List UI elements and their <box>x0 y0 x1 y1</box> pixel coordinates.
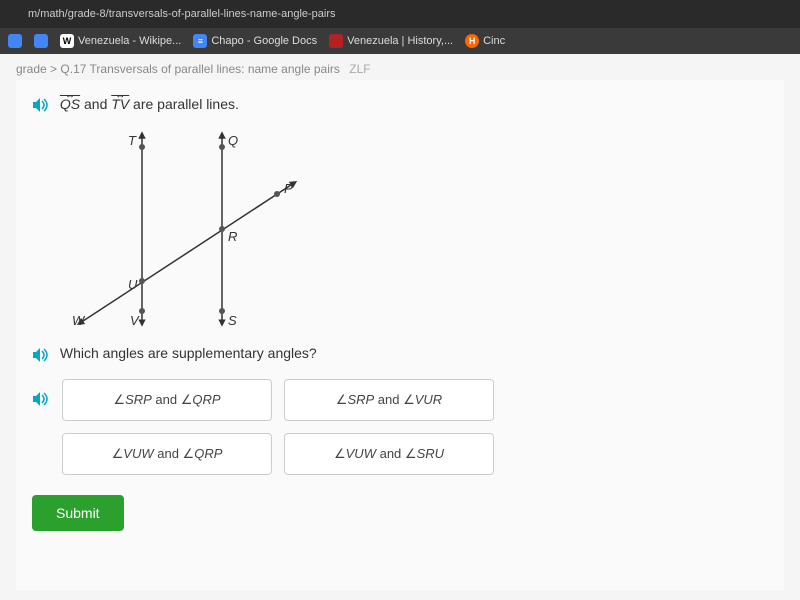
breadcrumb-skill: Q.17 Transversals of parallel lines: nam… <box>60 62 339 76</box>
browser-chrome: m/math/grade-8/transversals-of-parallel-… <box>0 0 800 28</box>
speaker-icon[interactable] <box>32 347 50 363</box>
point-label-t: T <box>128 133 136 148</box>
question-text: Which angles are supplementary angles? <box>32 345 768 362</box>
geometry-diagram: T Q P R U V S W <box>72 129 312 329</box>
diagram-svg <box>72 129 312 329</box>
bookmark-icon: ≡ <box>193 34 207 48</box>
speaker-icon[interactable] <box>32 97 50 113</box>
answer-option-3[interactable]: ∠VUW and ∠QRP <box>62 433 272 475</box>
bookmark-icon <box>329 34 343 48</box>
bookmarks-bar: W Venezuela - Wikipe... ≡ Chapo - Google… <box>0 28 800 54</box>
point-label-r: R <box>228 229 237 244</box>
question-label: Which angles are supplementary angles? <box>60 345 317 361</box>
point-label-u: U <box>128 277 137 292</box>
bookmark-item[interactable]: W Venezuela - Wikipe... <box>60 34 181 48</box>
point-label-p: P <box>284 181 293 196</box>
answer-option-4[interactable]: ∠VUW and ∠SRU <box>284 433 494 475</box>
point-label-q: Q <box>228 133 238 148</box>
answer-option-2[interactable]: ∠SRP and ∠VUR <box>284 379 494 421</box>
problem-statement: ↔QS and ↔TV are parallel lines. <box>32 96 768 113</box>
bookmark-item[interactable]: ≡ Chapo - Google Docs <box>193 34 317 48</box>
bookmark-icon <box>8 34 22 48</box>
submit-button[interactable]: Submit <box>32 495 124 531</box>
bookmark-item[interactable]: H Cinc <box>465 34 505 48</box>
answer-option-1[interactable]: ∠SRP and ∠QRP <box>62 379 272 421</box>
bookmark-icon: H <box>465 34 479 48</box>
bookmark-icon: W <box>60 34 74 48</box>
stmt-mid: and <box>84 96 111 112</box>
content-area: grade > Q.17 Transversals of parallel li… <box>0 54 800 600</box>
point-label-w: W <box>72 313 84 328</box>
problem-area: ↔QS and ↔TV are parallel lines. <box>16 80 784 590</box>
stmt-suffix: are parallel lines. <box>133 96 239 112</box>
bookmark-label: Chapo - Google Docs <box>211 35 317 47</box>
url-bar: m/math/grade-8/transversals-of-parallel-… <box>28 8 336 20</box>
point-label-v: V <box>130 313 139 328</box>
user-initials: ZLF <box>349 62 370 76</box>
breadcrumb-sep: > <box>50 62 57 76</box>
bookmark-label: Venezuela - Wikipe... <box>78 35 181 47</box>
point-label-s: S <box>228 313 237 328</box>
breadcrumb: grade > Q.17 Transversals of parallel li… <box>16 62 784 76</box>
speaker-icon[interactable] <box>32 391 50 407</box>
bookmark-item[interactable] <box>8 34 22 48</box>
bookmark-item[interactable] <box>34 34 48 48</box>
bookmark-item[interactable]: Venezuela | History,... <box>329 34 453 48</box>
bookmark-label: Cinc <box>483 35 505 47</box>
breadcrumb-grade[interactable]: grade <box>16 62 47 76</box>
bookmark-label: Venezuela | History,... <box>347 35 453 47</box>
answer-grid: ∠SRP and ∠QRP ∠SRP and ∠VUR ∠VUW and ∠QR… <box>62 379 494 475</box>
bookmark-icon <box>34 34 48 48</box>
